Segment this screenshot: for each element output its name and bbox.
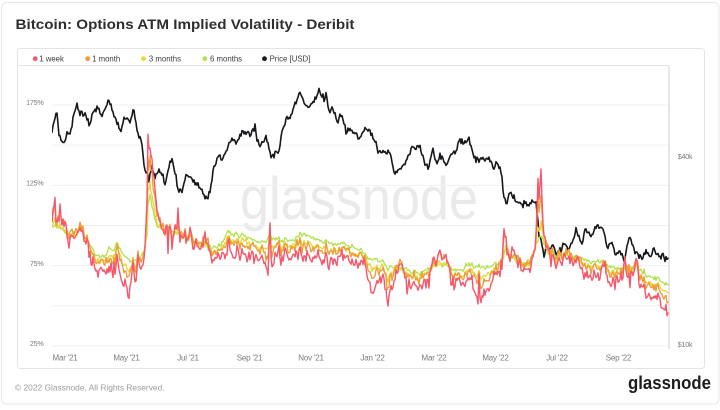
svg-text:glassnode: glassnode (240, 165, 478, 232)
svg-text:1 month: 1 month (92, 55, 120, 64)
svg-text:Bitcoin: Options ATM Implied V: Bitcoin: Options ATM Implied Volatility … (16, 16, 355, 32)
svg-text:3 months: 3 months (149, 55, 181, 64)
svg-text:125%: 125% (26, 180, 44, 188)
svg-text:Mar '21: Mar '21 (52, 354, 78, 363)
svg-text:$10k: $10k (678, 341, 693, 349)
svg-text:glassnode: glassnode (628, 373, 711, 393)
svg-text:Price [USD]: Price [USD] (270, 55, 311, 64)
svg-text:1 week: 1 week (39, 55, 64, 64)
svg-text:May '21: May '21 (113, 354, 140, 363)
svg-text:Nov '21: Nov '21 (298, 354, 324, 363)
svg-text:Jul '21: Jul '21 (177, 354, 199, 363)
svg-text:175%: 175% (26, 99, 44, 107)
svg-text:Sep '21: Sep '21 (237, 354, 263, 363)
svg-text:75%: 75% (30, 260, 44, 268)
svg-text:25%: 25% (30, 340, 44, 348)
svg-text:May '22: May '22 (482, 354, 509, 363)
svg-text:Jan '22: Jan '22 (360, 354, 385, 363)
svg-text:$40k: $40k (678, 153, 693, 161)
svg-text:Jul '22: Jul '22 (546, 354, 568, 363)
svg-text:Sep '22: Sep '22 (606, 354, 632, 363)
svg-text:Mar '22: Mar '22 (421, 354, 447, 363)
svg-text:6 months: 6 months (210, 55, 242, 64)
svg-text:© 2022 Glassnode, All Rights R: © 2022 Glassnode, All Rights Reserved. (15, 383, 165, 393)
